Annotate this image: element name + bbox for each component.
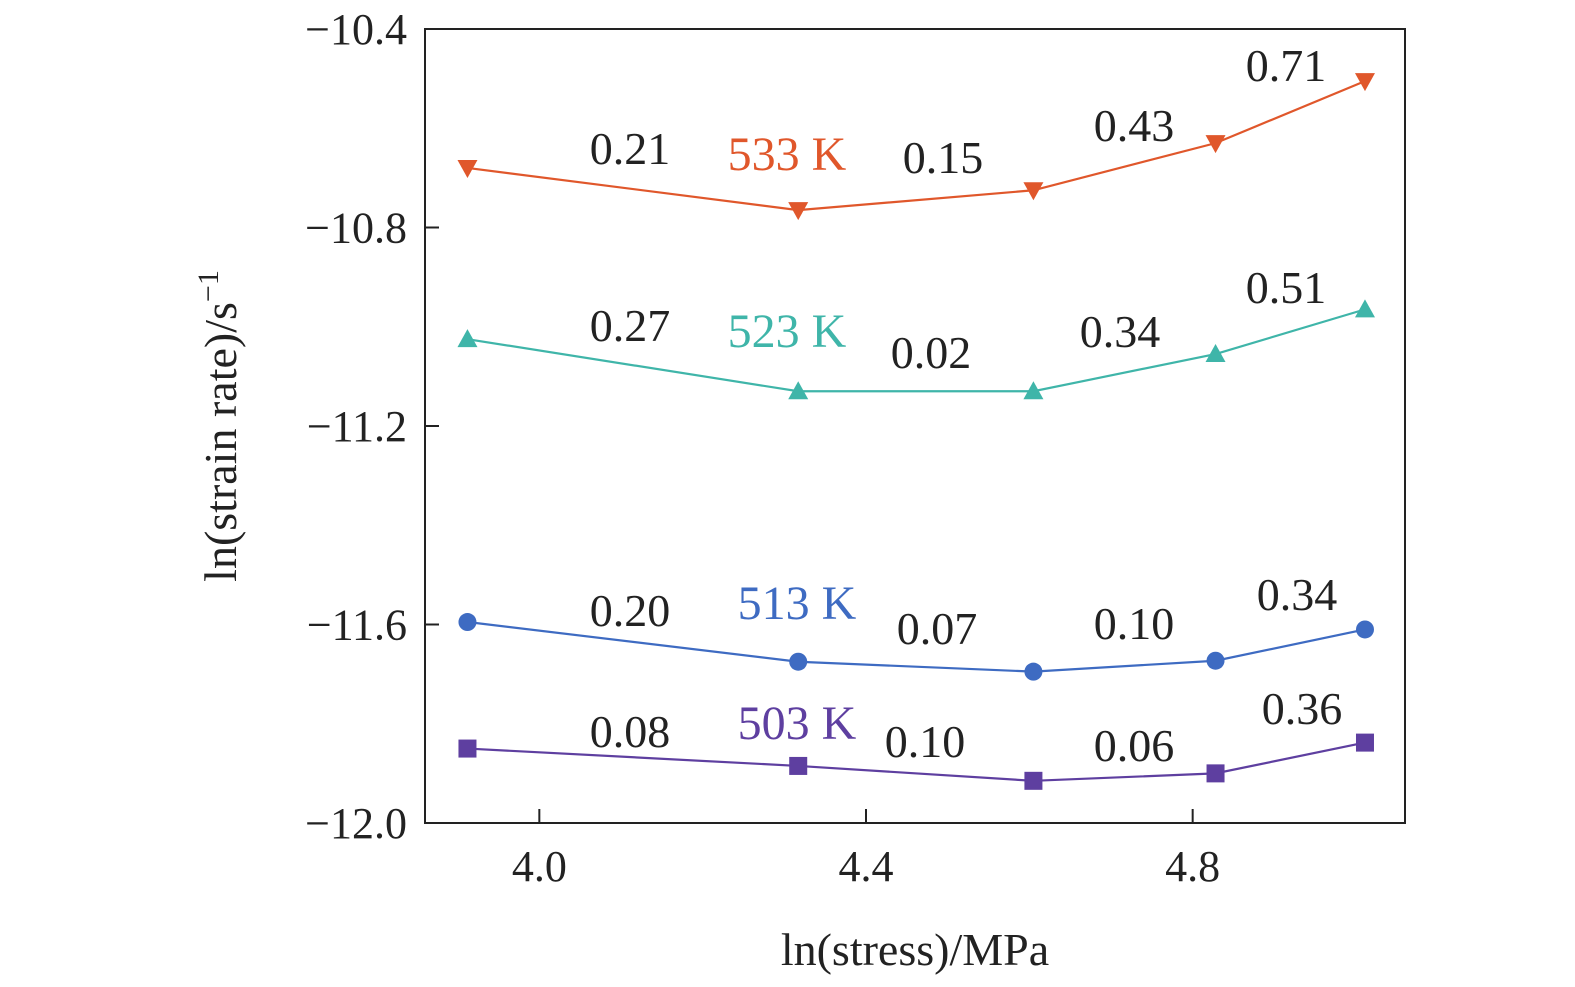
segment-slope-label: 0.10 [1094, 598, 1175, 649]
series-533-k [457, 73, 1375, 221]
data-point [1023, 182, 1044, 201]
series-523-k [457, 299, 1375, 400]
series-label: 533 K [728, 128, 847, 181]
y-tick-label: −10.8 [305, 204, 407, 253]
series-label: 523 K [728, 305, 847, 358]
y-axis-title-superscript: −1 [192, 270, 225, 302]
segment-slope-label: 0.27 [590, 300, 671, 351]
data-point [1355, 620, 1374, 639]
y-tick-label: −10.4 [305, 5, 407, 54]
data-point [789, 652, 808, 671]
x-tick-label: 4.8 [1165, 842, 1220, 891]
segment-slope-label: 0.51 [1246, 262, 1327, 313]
series-503-k [458, 733, 1374, 790]
data-point [1023, 381, 1044, 400]
data-point [1206, 764, 1225, 783]
data-point [1355, 733, 1374, 752]
y-axis-title-main: ln(strain rate)/s [195, 302, 246, 582]
segment-slope-label: 0.34 [1080, 306, 1161, 357]
series-layer [457, 73, 1375, 790]
y-tick-label: −12.0 [305, 799, 407, 848]
data-point [788, 202, 809, 221]
segment-slope-label: 0.21 [590, 123, 671, 174]
data-point [457, 159, 478, 178]
segment-slope-label: 0.71 [1246, 40, 1327, 91]
segment-slope-label: 0.08 [590, 706, 671, 757]
annotation-layer: 533 K 0.21 0.15 0.43 0.71 523 K 0.27 0.02 0.34 0.… [590, 40, 1343, 771]
data-point [1354, 299, 1375, 318]
data-point [1024, 771, 1043, 790]
segment-slope-label: 0.43 [1094, 100, 1175, 151]
series-label: 513 K [738, 577, 857, 630]
data-point [1205, 344, 1226, 363]
segment-slope-label: 0.06 [1094, 720, 1175, 771]
x-axis-title: ln(stress)/MPa [781, 924, 1049, 975]
data-point [1024, 662, 1043, 681]
segment-slope-label: 0.15 [903, 132, 984, 183]
segment-slope-label: 0.20 [590, 585, 671, 636]
segment-slope-label: 0.34 [1257, 569, 1338, 620]
segment-slope-label: 0.10 [885, 716, 966, 767]
axis-ticks: 4.0 4.4 4.8 −10.4 −10.8 −11.2 −11.6 −12.0 [305, 5, 1220, 891]
series-label: 503 K [738, 697, 857, 750]
data-point [458, 739, 477, 758]
segment-slope-label: 0.07 [897, 603, 978, 654]
x-tick-label: 4.0 [512, 842, 567, 891]
data-point [788, 381, 809, 400]
y-tick-label: −11.2 [307, 402, 407, 451]
data-point [1205, 135, 1226, 154]
segment-slope-label: 0.36 [1262, 683, 1343, 734]
data-point [1206, 651, 1225, 670]
y-axis-title: ln(strain rate)/s−1 [192, 270, 246, 582]
data-point [789, 756, 808, 775]
data-point [457, 329, 478, 348]
segment-slope-label: 0.02 [891, 327, 972, 378]
data-point [1354, 73, 1375, 92]
x-tick-label: 4.4 [839, 842, 894, 891]
series-513-k [458, 613, 1374, 681]
data-point [458, 613, 477, 632]
y-tick-label: −11.6 [307, 601, 407, 650]
